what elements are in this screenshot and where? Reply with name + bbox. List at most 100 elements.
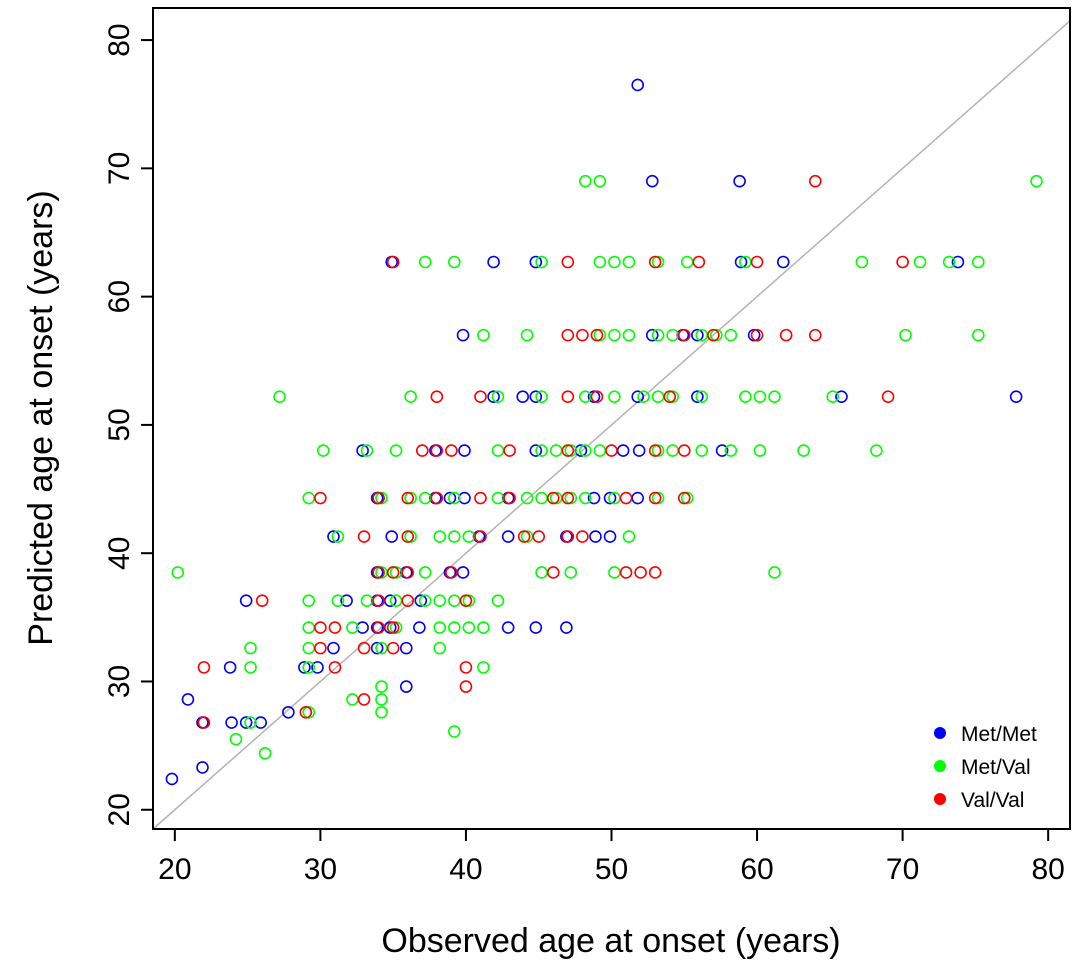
data-point [239, 594, 253, 607]
data-point [459, 680, 473, 693]
data-point [529, 621, 543, 634]
data-point [546, 566, 560, 579]
data-point [418, 566, 432, 579]
legend: Met/Met Met/Val Val/Val [934, 723, 1037, 812]
data-point [734, 255, 748, 269]
data-point [645, 174, 659, 188]
data-point [474, 491, 487, 505]
data-point [327, 641, 340, 655]
data-point [386, 255, 400, 269]
x-tick-label: 20 [158, 853, 191, 886]
legend-label: Met/Met [961, 723, 1037, 746]
data-point [171, 566, 185, 579]
data-point [477, 661, 490, 674]
data-point [375, 705, 388, 719]
data-point [808, 328, 822, 342]
data-point [826, 390, 840, 403]
data-point [443, 491, 457, 505]
data-point [223, 661, 237, 674]
data-point [458, 491, 471, 505]
data-point [462, 621, 476, 634]
data-point [574, 444, 588, 457]
data-point [896, 255, 909, 269]
data-point [695, 444, 709, 457]
data-point [529, 444, 543, 457]
data-point [520, 328, 534, 342]
data-point [546, 491, 560, 505]
data-point [695, 390, 709, 403]
data-point [564, 566, 578, 579]
data-point [302, 661, 316, 674]
data-point [372, 566, 385, 579]
data-point [255, 594, 269, 607]
data-point [855, 255, 869, 269]
data-point [273, 390, 286, 403]
data-point [491, 444, 505, 457]
data-point [244, 716, 257, 729]
x-tick-label: 70 [886, 853, 919, 886]
data-point [677, 444, 691, 457]
data-point [561, 390, 575, 403]
series-met-val [171, 174, 1043, 760]
y-tick-label: 20 [103, 793, 136, 826]
y-axis: 20 30 40 50 60 70 80 [103, 23, 153, 826]
data-point [331, 530, 345, 543]
data-point [386, 641, 400, 655]
data-point [401, 566, 415, 579]
data-point [631, 78, 645, 92]
data-point [870, 444, 883, 457]
y-tick-label: 50 [103, 408, 136, 441]
data-point [356, 621, 369, 634]
data-point [622, 255, 636, 269]
points-layer [165, 78, 1043, 786]
data-point [733, 174, 746, 188]
data-point [576, 530, 589, 543]
data-point [951, 255, 965, 269]
data-point [311, 661, 324, 674]
y-tick-label: 80 [103, 23, 136, 56]
data-point [456, 566, 470, 579]
data-point [302, 594, 316, 607]
data-point [474, 530, 487, 543]
data-point [282, 705, 295, 719]
data-point [375, 680, 388, 693]
data-point [648, 491, 662, 505]
data-point [418, 255, 432, 269]
data-point [529, 390, 543, 403]
data-point [433, 594, 447, 607]
data-point [715, 444, 729, 457]
data-point [447, 491, 461, 505]
data-point [608, 255, 621, 269]
data-point [346, 693, 359, 706]
data-point [942, 255, 956, 269]
data-point [634, 566, 647, 579]
data-point [418, 491, 432, 505]
data-point [413, 621, 426, 634]
data-point [501, 621, 515, 634]
data-point [357, 530, 371, 543]
data-point [971, 255, 985, 269]
data-point [881, 390, 895, 403]
data-point [587, 491, 601, 505]
data-point [835, 390, 848, 403]
y-tick-label: 30 [103, 665, 136, 698]
data-point [677, 328, 691, 342]
data-point [331, 594, 345, 607]
data-point [375, 693, 388, 706]
data-point [560, 621, 573, 634]
data-point [372, 621, 385, 634]
data-point [459, 594, 473, 607]
data-point [433, 621, 447, 634]
reference-line-layer [152, 20, 1071, 830]
data-point [663, 390, 677, 403]
reference-line [152, 20, 1071, 830]
data-point [360, 444, 374, 457]
data-point [487, 255, 500, 269]
data-point [753, 390, 767, 403]
data-point [631, 390, 645, 403]
data-point [651, 328, 665, 342]
data-point [357, 693, 371, 706]
data-point [593, 255, 607, 269]
data-point [302, 641, 316, 655]
